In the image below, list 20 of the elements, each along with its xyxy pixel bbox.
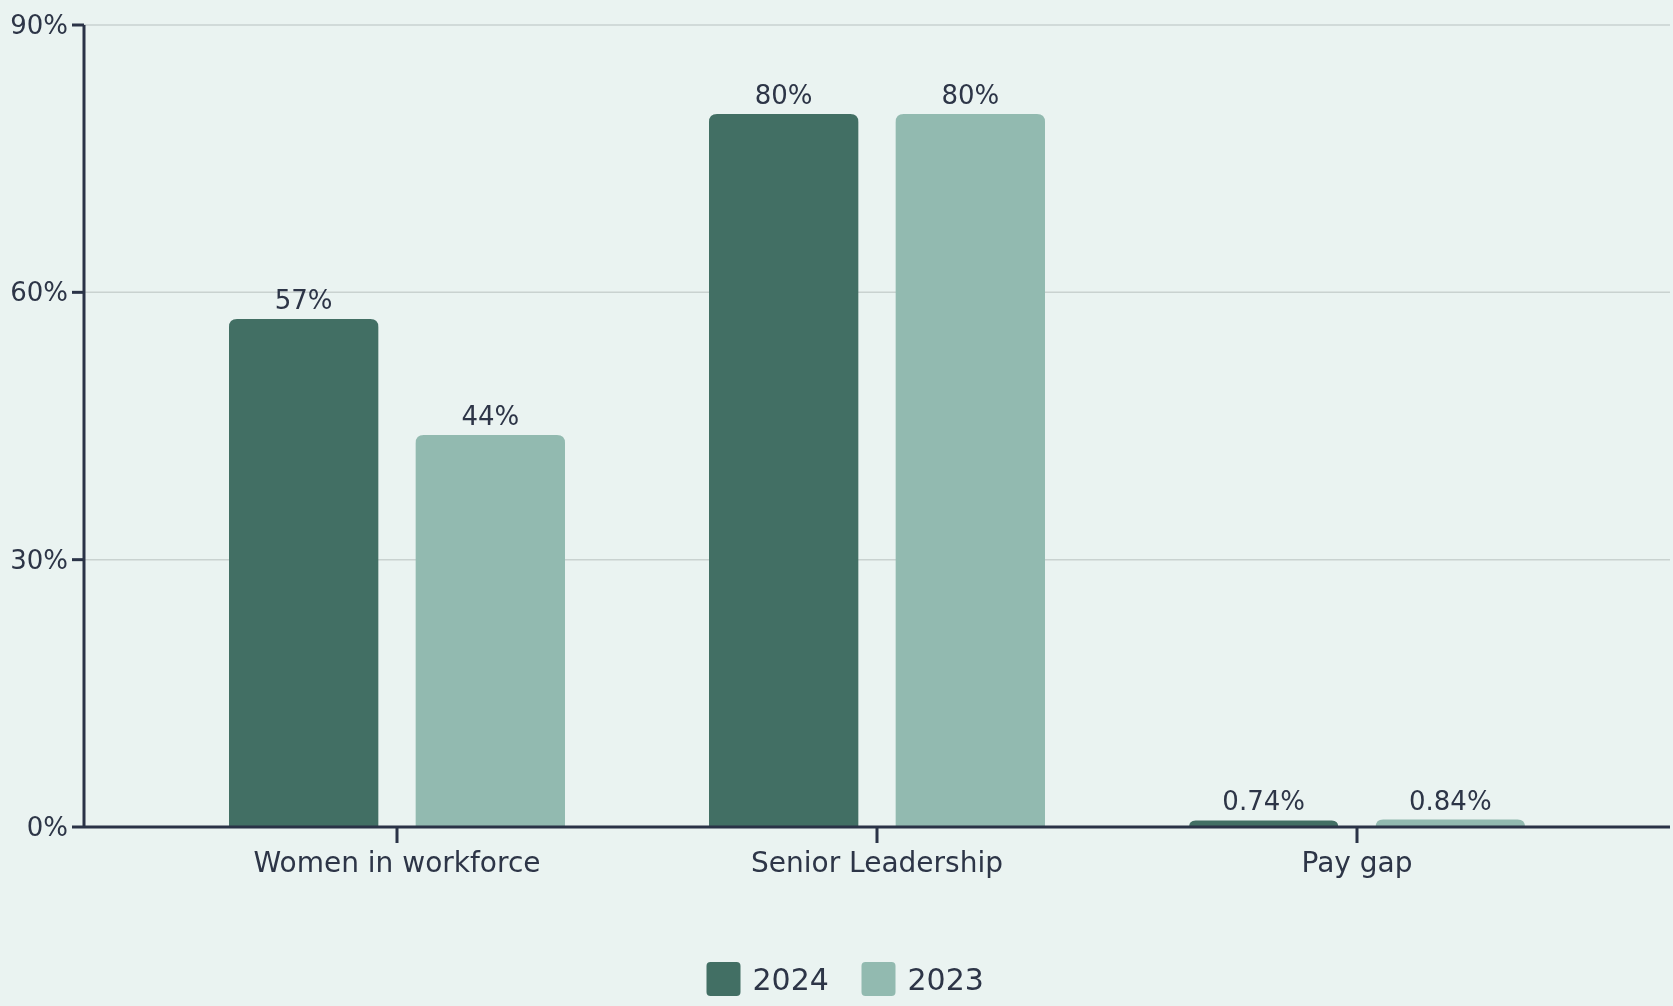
data-label: 80% bbox=[941, 80, 1000, 111]
data-label: 44% bbox=[461, 400, 520, 431]
y-tick-label: 30% bbox=[10, 544, 68, 575]
bar bbox=[709, 114, 859, 827]
y-tick-label: 60% bbox=[10, 277, 68, 308]
bar bbox=[229, 319, 379, 827]
x-tick-label: Pay gap bbox=[1301, 846, 1413, 879]
data-label: 0.84% bbox=[1409, 785, 1492, 816]
data-label: 57% bbox=[274, 285, 333, 316]
data-label: 0.74% bbox=[1222, 786, 1305, 817]
legend-label: 2023 bbox=[907, 961, 984, 997]
y-tick-label: 90% bbox=[10, 10, 68, 41]
data-label: 80% bbox=[754, 80, 813, 111]
y-tick-label: 0% bbox=[26, 812, 68, 843]
bar bbox=[415, 434, 565, 827]
legend-label: 2024 bbox=[752, 961, 829, 997]
bar bbox=[895, 114, 1045, 827]
x-tick-label: Senior Leadership bbox=[751, 846, 1003, 879]
bar bbox=[1189, 820, 1339, 827]
x-tick-label: Women in workforce bbox=[253, 846, 541, 879]
